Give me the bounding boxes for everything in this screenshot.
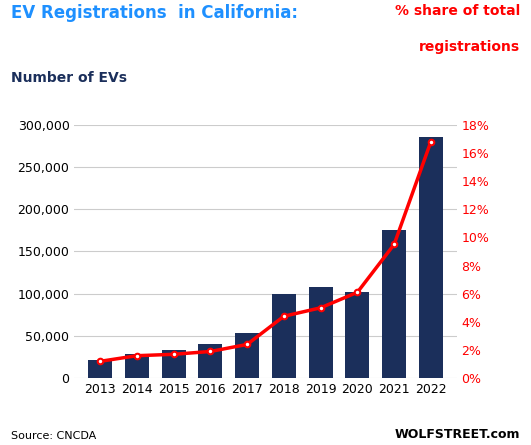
Bar: [272, 294, 296, 378]
Text: Source: CNCDA: Source: CNCDA: [11, 431, 96, 441]
Text: registrations: registrations: [419, 40, 520, 54]
Bar: [235, 333, 259, 378]
Bar: [161, 349, 185, 378]
Text: % share of total: % share of total: [395, 4, 520, 18]
Bar: [88, 360, 112, 378]
Bar: [199, 344, 222, 378]
Bar: [419, 137, 443, 378]
Bar: [309, 287, 332, 378]
Text: Number of EVs: Number of EVs: [11, 71, 126, 85]
Text: WOLFSTREET.com: WOLFSTREET.com: [395, 428, 520, 441]
Bar: [382, 231, 406, 378]
Bar: [125, 354, 149, 378]
Bar: [346, 292, 370, 378]
Text: EV Registrations  in California:: EV Registrations in California:: [11, 4, 297, 22]
